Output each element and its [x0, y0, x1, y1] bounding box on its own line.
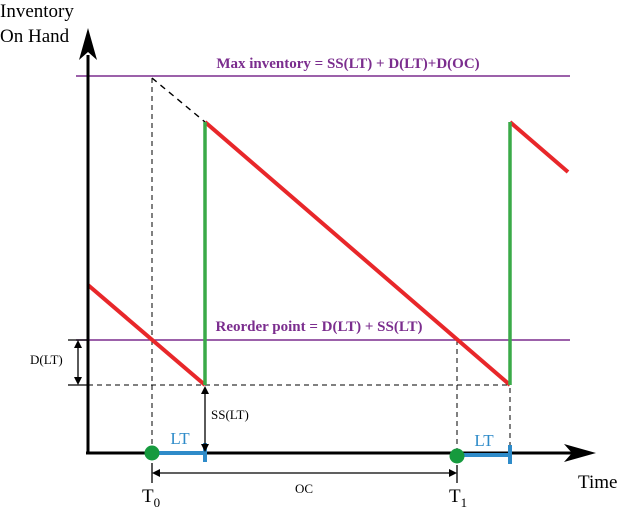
d-lt-label: D(LT) — [30, 352, 63, 367]
x-axis-label: Time — [578, 472, 617, 493]
oc-label: OC — [295, 481, 313, 496]
t0-label-base: T — [142, 486, 154, 507]
lead-time-label-1: LT — [170, 429, 190, 448]
t1-label: T1 — [449, 486, 467, 510]
dashed-projection-diagonal — [151, 77, 206, 123]
max-inventory-label: Max inventory = SS(LT) + D(LT)+D(OC) — [216, 56, 479, 72]
y-axis-label-line1: Inventory — [0, 1, 74, 22]
t1-label-base: T — [449, 486, 461, 507]
order-point-dot-t1 — [449, 448, 465, 464]
x-axis-arrowhead — [564, 444, 596, 462]
t0-label: T0 — [142, 486, 160, 510]
t1-label-subscript: 1 — [461, 495, 468, 510]
inventory-depletion-1 — [86, 283, 207, 387]
t0-label-subscript: 0 — [154, 495, 161, 510]
lead-time-label-2: LT — [474, 431, 494, 450]
y-axis-arrowhead — [79, 28, 97, 60]
inventory-depletion-2 — [203, 120, 512, 387]
y-axis-label-line2: On Hand — [0, 26, 70, 47]
ss-lt-label: SS(LT) — [211, 407, 249, 422]
reorder-point-label: Reorder point = D(LT) + SS(LT) — [216, 319, 423, 335]
order-point-dot-t0 — [144, 445, 160, 461]
inventory-depletion-3 — [508, 120, 570, 174]
